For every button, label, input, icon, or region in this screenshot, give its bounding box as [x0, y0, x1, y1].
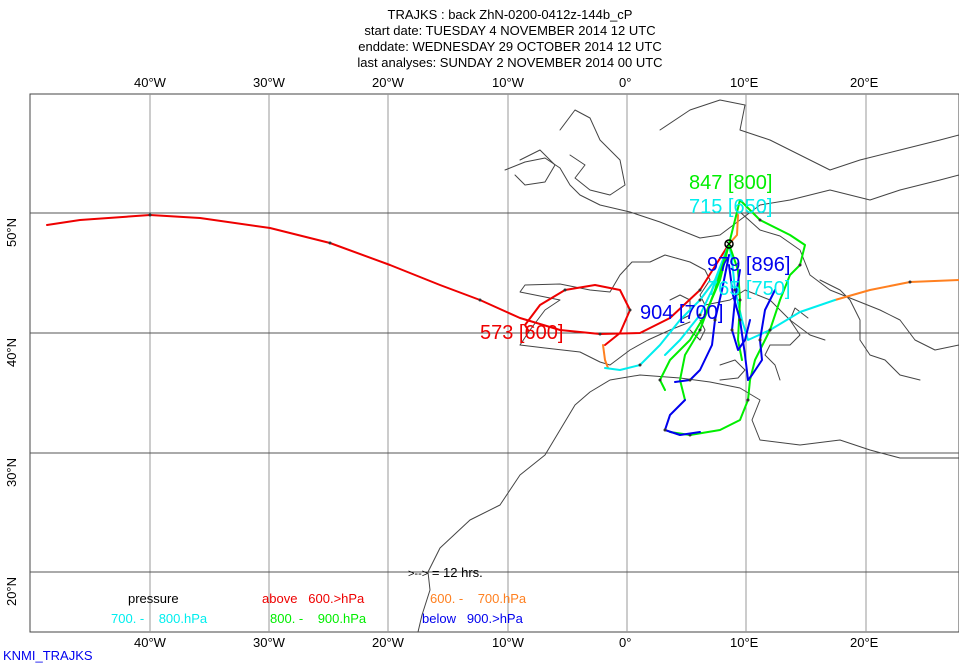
time-marker: [563, 288, 567, 292]
time-marker: [730, 328, 734, 332]
time-marker: [798, 263, 802, 267]
lon-label: 0°: [619, 635, 632, 650]
time-marker: [908, 280, 912, 284]
lon-label: 10°W: [492, 75, 524, 90]
coastline: [789, 307, 826, 341]
legend-below-900: below 900.>hPa: [422, 611, 523, 626]
interval-arrow-icon: >-->: [408, 568, 429, 580]
coastline: [504, 157, 959, 239]
time-marker: [148, 213, 152, 217]
end-date: enddate: WEDNESDAY 29 OCTOBER 2014 12 UT…: [358, 39, 662, 54]
lat-label: 40°N: [4, 337, 20, 368]
trajectory-line: [664, 399, 701, 436]
trajectory-line: [46, 214, 730, 335]
time-marker: [598, 332, 602, 336]
lon-label: 20°E: [850, 75, 879, 90]
start-point-icon: [724, 239, 734, 249]
coastline: [519, 254, 801, 381]
footer-label: KNMI_TRAJKS: [3, 648, 93, 663]
coastline: [739, 211, 959, 351]
legend-pressure: pressure: [128, 591, 179, 606]
time-marker: [688, 378, 692, 382]
trajectory-label: 979 [896]: [707, 254, 791, 276]
time-marker: [663, 428, 667, 432]
trajectory-label: 847 [800]: [689, 172, 773, 194]
start-point-cross: [725, 240, 733, 248]
lon-label: 10°E: [730, 635, 759, 650]
coastline: [719, 359, 746, 381]
time-marker: [628, 308, 632, 312]
coastline: [659, 99, 959, 171]
trajectory-line: [731, 269, 751, 351]
coastline: [559, 109, 626, 196]
lon-label: 20°W: [372, 635, 404, 650]
time-marker: [698, 298, 702, 302]
lat-label: 30°N: [4, 457, 20, 488]
time-marker: [658, 378, 662, 382]
lon-label: 30°W: [253, 75, 285, 90]
time-marker: [478, 298, 482, 302]
trajectory-label: 573 [600]: [480, 322, 564, 344]
time-marker: [328, 241, 332, 245]
coastline: [519, 321, 691, 366]
map-title: TRAJKS : back ZhN-0200-0412z-144b_cP: [387, 7, 633, 22]
lon-label: 10°E: [730, 75, 759, 90]
time-marker: [768, 328, 772, 332]
time-marker: [758, 218, 762, 222]
legend-600-700: 600. - 700.hPa: [430, 591, 527, 606]
lon-label: 0°: [619, 75, 632, 90]
lon-label: 20°W: [372, 75, 404, 90]
lon-label: 40°W: [134, 635, 166, 650]
trajectory-line: [524, 284, 631, 346]
trajectory-label: 715 [650]: [689, 196, 773, 218]
map-frame: [29, 93, 959, 633]
legend-800-900: 800. - 900.hPa: [270, 611, 367, 626]
lon-label: 10°W: [492, 635, 524, 650]
trajectory-line: [747, 289, 776, 381]
lon-label: 20°E: [850, 635, 879, 650]
time-marker: [698, 313, 702, 317]
legend-interval-text: = 12 hrs.: [431, 565, 483, 580]
time-marker: [698, 328, 702, 332]
trajectory-line: [604, 243, 730, 371]
start-date: start date: TUESDAY 4 NOVEMBER 2014 12 U…: [364, 23, 656, 38]
trajectory-line: [728, 243, 836, 341]
time-marker: [758, 338, 762, 342]
lat-label: 20°N: [4, 576, 20, 607]
time-marker: [746, 398, 750, 402]
trajectory-line: [679, 243, 730, 401]
time-marker: [713, 318, 717, 322]
legend-700-800: 700. - 800.hPa: [111, 611, 208, 626]
lon-label: 30°W: [253, 635, 285, 650]
trajectory-line: [602, 344, 609, 369]
trajectory-label: 904 [700]: [640, 302, 724, 324]
time-marker: [738, 318, 742, 322]
legend-interval: >--> = 12 hrs.: [408, 565, 483, 580]
trajectory-label: 765 [750]: [707, 278, 791, 300]
lon-label: 40°W: [134, 75, 166, 90]
coastline: [417, 374, 959, 633]
trajectory-line: [834, 279, 959, 301]
time-marker: [638, 363, 642, 367]
trajectory-line: [669, 199, 806, 436]
coastline: [514, 149, 556, 186]
time-marker: [698, 288, 702, 292]
time-marker: [738, 298, 742, 302]
last-analyses: last analyses: SUNDAY 2 NOVEMBER 2014 00…: [357, 55, 663, 70]
lat-label: 50°N: [4, 217, 20, 248]
legend-above-600: above 600.>hPa: [262, 591, 365, 606]
coastline: [819, 279, 921, 381]
